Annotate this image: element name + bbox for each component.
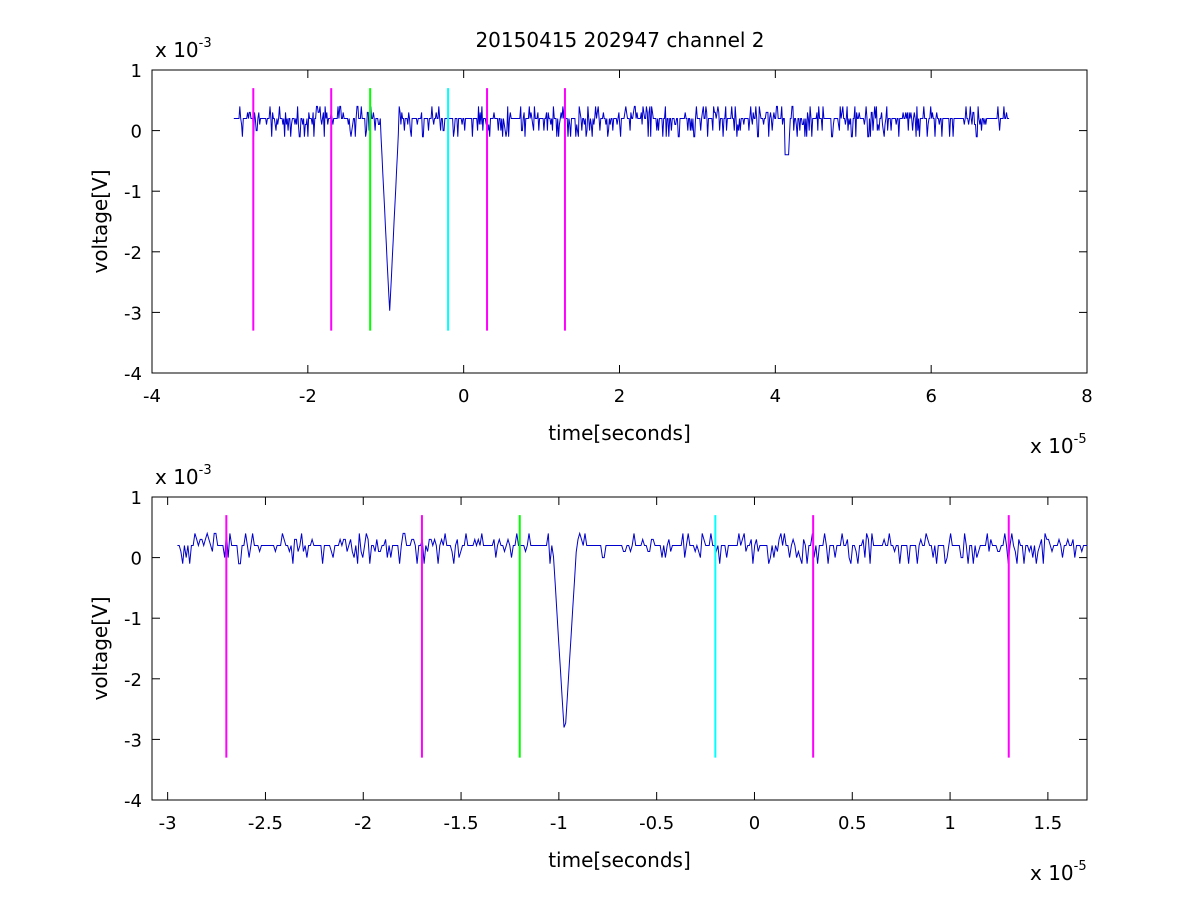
y-axis-label: voltage[V] (88, 596, 112, 700)
y-exponent: x 10-3 (155, 36, 212, 62)
x-tick-label: 1.5 (1034, 813, 1063, 834)
bottom-plot: -3 -2.5 -2 -1.5 -1 -0.5 0 0.5 1 1.5 -4 -3 -2 -1 0 1 time… (88, 463, 1088, 885)
y-tick-label: -1 (124, 609, 142, 630)
y-tick-label: 1 (131, 61, 142, 82)
x-tick-label: -2 (354, 813, 372, 834)
x-tick-label: 0 (458, 386, 469, 407)
x-tick-label: -4 (143, 386, 161, 407)
signal-trace (177, 531, 1087, 728)
x-tick-label: -3 (159, 813, 177, 834)
y-tick-label: -4 (124, 791, 142, 812)
y-tick-label: -1 (124, 182, 142, 203)
y-tick-label: -4 (124, 364, 142, 385)
x-tick-label: -1 (550, 813, 568, 834)
x-tick-label: 0 (749, 813, 760, 834)
y-exponent: x 10-3 (155, 463, 212, 489)
x-axis-label: time[seconds] (548, 848, 691, 872)
x-tick-label: -1.5 (443, 813, 478, 834)
figure-title: 20150415 202947 channel 2 (475, 28, 764, 52)
x-exponent: x 10-5 (1030, 432, 1087, 458)
x-tick-label: 0.5 (838, 813, 867, 834)
y-tick-label: 0 (131, 122, 142, 143)
x-exponent: x 10-5 (1030, 859, 1087, 885)
x-axis-label: time[seconds] (548, 421, 691, 445)
signal-trace (233, 105, 1010, 311)
y-axis-label: voltage[V] (88, 169, 112, 273)
y-tick-label: -2 (124, 243, 142, 264)
axes-box (151, 496, 1088, 801)
x-tick-label: -2 (299, 386, 317, 407)
y-tick-label: 1 (131, 488, 142, 509)
x-tick-label: 1 (944, 813, 955, 834)
x-tick-label: 8 (1081, 386, 1092, 407)
top-plot: -4 -2 0 2 4 6 8 -4 -3 -2 -1 0 1 time[seconds] voltage[… (88, 36, 1093, 458)
x-tick-label: 6 (925, 386, 936, 407)
x-tick-label: -0.5 (639, 813, 674, 834)
x-tick-label: -2.5 (248, 813, 283, 834)
y-tick-label: -3 (124, 303, 142, 324)
y-tick-label: 0 (131, 549, 142, 570)
y-tick-label: -2 (124, 670, 142, 691)
x-tick-label: 4 (770, 386, 781, 407)
y-tick-label: -3 (124, 730, 142, 751)
x-tick-label: 2 (614, 386, 625, 407)
